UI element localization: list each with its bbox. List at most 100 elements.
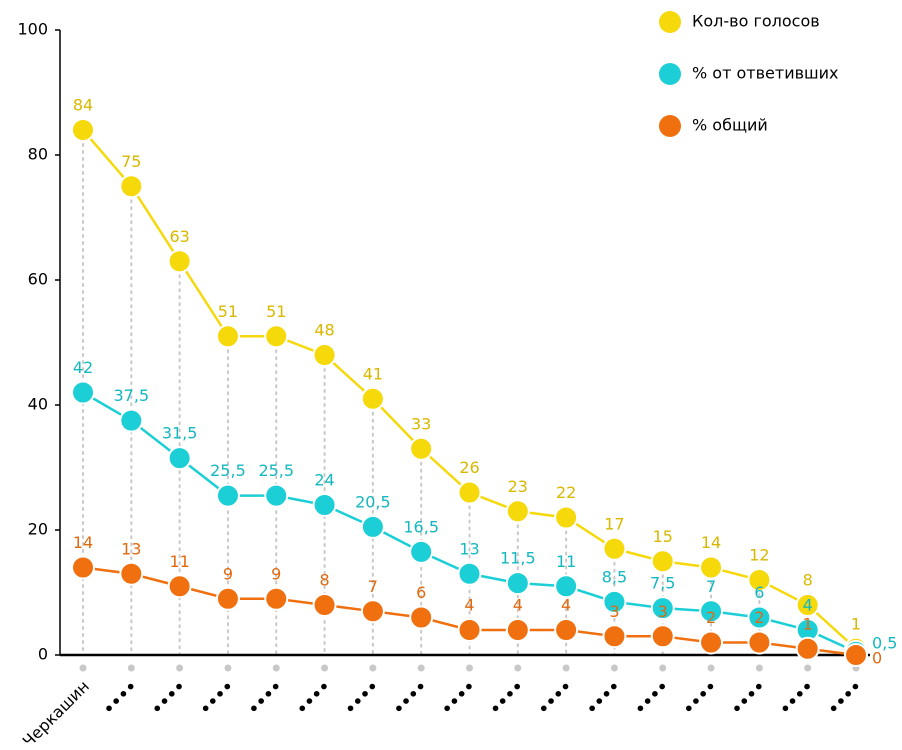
data-label: 84 [73, 96, 93, 115]
point [650, 549, 675, 574]
x-tick-label: •••• [292, 677, 334, 719]
data-label: 2 [754, 608, 764, 627]
data-label: 4 [561, 596, 571, 615]
data-label: 8,5 [602, 567, 627, 586]
y-tick-label: 20 [28, 520, 48, 539]
point [215, 483, 240, 508]
x-tick-label: Черкашин [19, 677, 93, 750]
data-label: 22 [556, 483, 576, 502]
data-label: 9 [271, 564, 281, 583]
point [602, 589, 627, 614]
data-label: 6 [416, 583, 426, 602]
x-tick-label: •••• [341, 677, 383, 719]
point [215, 586, 240, 611]
y-tick-label: 0 [38, 645, 48, 664]
data-label: 13 [459, 539, 479, 558]
x-tick [755, 664, 763, 672]
data-label: 6 [754, 583, 764, 602]
point [554, 505, 579, 530]
point [699, 599, 724, 624]
data-label: 31,5 [162, 424, 198, 443]
x-tick [514, 664, 522, 672]
point [264, 586, 289, 611]
data-label: 20,5 [355, 492, 391, 511]
point [747, 568, 772, 592]
data-label: 63 [169, 227, 189, 246]
legend-marker [659, 11, 681, 33]
data-label: 14 [73, 533, 93, 552]
data-label: 48 [314, 321, 334, 340]
point [554, 574, 579, 599]
data-label: 25,5 [258, 461, 294, 480]
x-tick [321, 664, 329, 672]
point [650, 596, 675, 621]
point [409, 539, 434, 564]
point [457, 561, 482, 586]
point [119, 561, 144, 586]
x-tick [127, 664, 135, 672]
data-label: 11 [169, 552, 189, 571]
legend-label: % от ответивших [692, 64, 839, 83]
x-tick [176, 664, 184, 672]
data-label: 3 [658, 602, 668, 621]
legend-label: Кол-во голосов [692, 12, 820, 31]
x-tick [562, 664, 570, 672]
point [167, 446, 192, 471]
data-label: 25,5 [210, 461, 246, 480]
data-label: 11,5 [500, 549, 536, 568]
y-tick-label: 60 [28, 270, 48, 289]
data-label: 4 [803, 596, 813, 615]
data-label: 9 [223, 564, 233, 583]
point [360, 599, 385, 624]
point [71, 380, 95, 405]
data-label: 2 [706, 608, 716, 627]
point [505, 571, 530, 596]
x-tick-label: •••• [389, 677, 431, 719]
data-label: 8 [319, 571, 329, 590]
y-tick-label: 80 [28, 145, 48, 164]
point [409, 605, 434, 630]
x-tick [610, 664, 618, 672]
x-tick [707, 664, 715, 672]
data-label: 0 [872, 649, 882, 668]
point [167, 574, 192, 599]
data-label: 4 [513, 596, 523, 615]
data-label: 24 [314, 471, 334, 490]
point [699, 555, 724, 580]
data-label: 33 [411, 414, 431, 433]
x-tick [224, 664, 232, 672]
x-tick-label: •••• [679, 677, 721, 719]
point [312, 493, 337, 517]
data-label: 41 [363, 364, 383, 383]
x-tick [369, 664, 377, 672]
x-tick [79, 664, 87, 672]
data-label: 7 [706, 577, 716, 596]
data-label: 51 [266, 302, 286, 321]
y-tick-label: 100 [17, 20, 48, 39]
point [264, 483, 289, 508]
point [505, 618, 530, 642]
x-tick-label: •••• [244, 677, 286, 719]
point [312, 343, 337, 367]
x-tick [272, 664, 280, 672]
point [699, 630, 724, 655]
data-label: 15 [653, 527, 673, 546]
data-label: 42 [73, 358, 93, 377]
point [167, 249, 192, 274]
data-label: 14 [701, 533, 721, 552]
x-tick-label: •••• [147, 677, 189, 719]
point [602, 624, 627, 649]
point [457, 480, 482, 505]
data-label: 23 [508, 477, 528, 496]
data-label: 11 [556, 552, 576, 571]
point [747, 630, 772, 655]
point [360, 514, 385, 539]
legend-marker [659, 115, 681, 137]
point [554, 618, 579, 642]
x-tick-label: •••• [99, 677, 141, 719]
x-tick-label: •••• [437, 677, 479, 719]
point [844, 643, 868, 667]
point [119, 174, 144, 199]
x-tick [466, 664, 473, 672]
